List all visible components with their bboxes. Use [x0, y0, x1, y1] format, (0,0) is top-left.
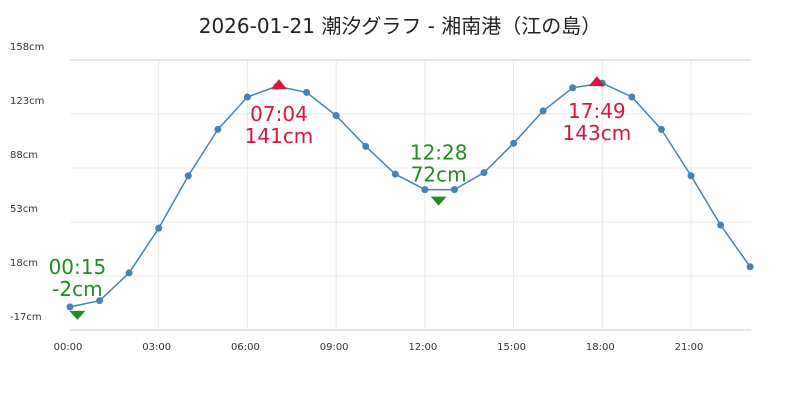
x-tick-label: 18:00 — [586, 342, 615, 353]
data-point — [184, 172, 192, 180]
high-tide-time: 17:49 — [568, 99, 626, 123]
data-point — [66, 303, 74, 311]
data-point — [332, 112, 340, 120]
data-point — [243, 93, 251, 101]
chart-title: 2026-01-21 潮汐グラフ - 湘南港（江の島） — [198, 14, 602, 38]
data-point — [687, 172, 695, 180]
low-tide-marker-icon — [430, 196, 447, 206]
data-point — [450, 186, 458, 194]
y-tick-label: 158cm — [10, 42, 44, 53]
data-point — [657, 125, 665, 133]
data-point — [214, 125, 222, 133]
data-point — [125, 269, 133, 277]
data-point — [155, 224, 163, 232]
data-point — [421, 186, 429, 194]
x-tick-label: 06:00 — [231, 342, 260, 353]
data-point — [628, 93, 636, 101]
x-tick-label: 15:00 — [497, 342, 526, 353]
low-tide-marker-icon — [69, 310, 86, 320]
tide-line — [69, 82, 751, 308]
high-tide-marker-icon — [588, 76, 605, 87]
high-tide-value: 143cm — [563, 121, 632, 145]
high-tide-marker-icon — [270, 79, 287, 90]
data-point — [96, 297, 104, 305]
x-tick-label: 00:00 — [54, 342, 83, 353]
data-point — [569, 84, 577, 92]
data-point — [746, 263, 754, 271]
y-tick-label: -17cm — [10, 312, 42, 323]
y-tick-label: 53cm — [10, 204, 38, 215]
low-tide-value: 72cm — [411, 163, 467, 187]
low-tide-time: 12:28 — [410, 141, 468, 165]
data-point — [480, 169, 488, 177]
y-axis-ticks: 158cm 123cm 88cm 53cm 18cm -17cm — [10, 42, 44, 323]
data-point — [539, 107, 547, 115]
data-point — [510, 139, 518, 147]
y-tick-label: 18cm — [10, 258, 38, 269]
data-point — [362, 142, 370, 150]
data-point — [303, 88, 311, 96]
data-point — [391, 170, 399, 178]
x-axis-ticks: 00:00 03:00 06:00 09:00 12:00 15:00 18:00 21:00 — [54, 342, 704, 353]
x-tick-label: 09:00 — [320, 342, 349, 353]
high-tide-time: 07:04 — [250, 102, 308, 126]
x-tick-label: 12:00 — [408, 342, 437, 353]
low-tide-value: -2cm — [52, 277, 102, 301]
grid-lines — [70, 59, 751, 331]
low-tide-time: 00:15 — [49, 255, 107, 279]
high-tide-value: 141cm — [245, 124, 314, 148]
y-tick-label: 88cm — [10, 150, 38, 161]
data-point — [717, 221, 725, 229]
x-tick-label: 21:00 — [675, 342, 704, 353]
x-tick-label: 03:00 — [142, 342, 171, 353]
y-tick-label: 123cm — [10, 96, 44, 107]
tide-series — [66, 79, 754, 311]
